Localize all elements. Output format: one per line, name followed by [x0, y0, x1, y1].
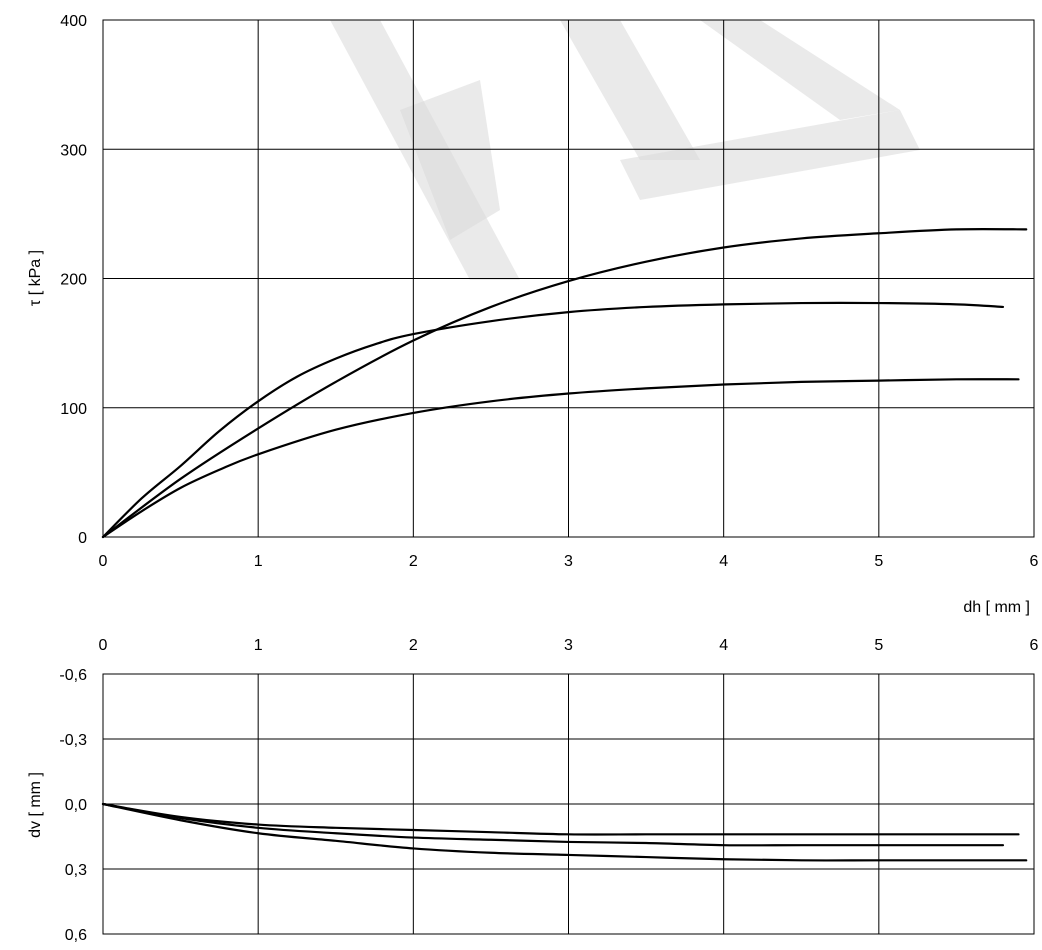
x-tick-label: 1	[254, 637, 263, 654]
series-line-2	[101, 802, 1005, 847]
x-tick-label: 5	[874, 637, 883, 654]
x-tick-label: 2	[409, 553, 418, 570]
series-line-1	[101, 802, 1020, 836]
grid-lines	[102, 673, 1035, 935]
y-tick-label: 0	[78, 530, 87, 547]
data-series	[101, 227, 1028, 539]
vertical-displacement-chart: 0 1 2 3 4 5 6 -0,6 -0,3 0,0 0,3 0,6 dv [ mm ]	[27, 637, 1039, 944]
x-axis-label: dh [ mm ]	[963, 599, 1030, 616]
y-axis-label: τ [ kPa ]	[27, 250, 44, 306]
x-tick-labels: 0 1 2 3 4 5 6	[99, 637, 1039, 654]
y-tick-label: 100	[60, 401, 87, 418]
y-tick-labels: 0 100 200 300 400	[60, 13, 87, 547]
y-tick-label: 0,3	[65, 862, 87, 879]
x-tick-label: 0	[99, 637, 108, 654]
x-tick-label: 4	[719, 637, 728, 654]
x-tick-label: 0	[99, 553, 108, 570]
series-line-3	[101, 378, 1020, 539]
series-line-1	[101, 301, 1005, 539]
shear-stress-chart: 0 1 2 3 4 5 6 0 100 200 300 400 dh [ mm ] τ [ kPa …	[27, 13, 1039, 616]
y-tick-label: -0,3	[59, 732, 87, 749]
x-tick-label: 3	[564, 637, 573, 654]
series-line-3	[101, 802, 1028, 862]
x-tick-label: 6	[1030, 637, 1039, 654]
y-tick-label: 0,0	[65, 797, 87, 814]
y-axis-label: dv [ mm ]	[27, 772, 44, 838]
x-tick-label: 3	[564, 553, 573, 570]
plot-frame	[102, 19, 1035, 538]
data-series	[101, 802, 1028, 862]
x-tick-label: 4	[719, 553, 728, 570]
y-tick-label: 0,6	[65, 927, 87, 944]
y-tick-label: 300	[60, 142, 87, 159]
x-tick-label: 1	[254, 553, 263, 570]
x-tick-labels: 0 1 2 3 4 5 6	[99, 553, 1039, 570]
series-line-2	[101, 227, 1028, 539]
x-tick-label: 5	[874, 553, 883, 570]
y-tick-labels: -0,6 -0,3 0,0 0,3 0,6	[59, 667, 87, 944]
y-tick-label: 400	[60, 13, 87, 30]
x-tick-label: 2	[409, 637, 418, 654]
y-tick-label: -0,6	[59, 667, 87, 684]
y-tick-label: 200	[60, 272, 87, 289]
x-tick-label: 6	[1030, 553, 1039, 570]
watermark	[330, 20, 920, 280]
